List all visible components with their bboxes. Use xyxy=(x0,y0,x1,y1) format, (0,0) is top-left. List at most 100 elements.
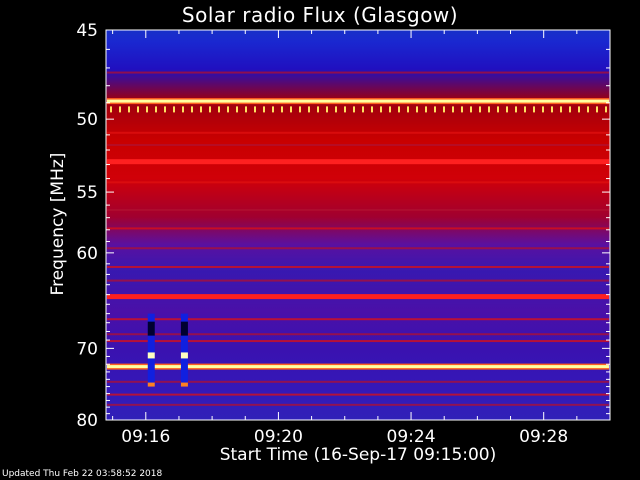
texture-stripe xyxy=(107,208,609,211)
comb-mark xyxy=(605,106,607,113)
comb-mark xyxy=(470,106,472,113)
comb-mark xyxy=(506,106,508,113)
texture-stripe xyxy=(107,333,609,336)
comb-mark xyxy=(272,106,274,113)
comb-mark xyxy=(533,106,535,113)
texture-stripe xyxy=(107,403,609,406)
x-tick-label: 09:24 xyxy=(387,427,436,447)
comb-mark xyxy=(227,106,229,113)
chart-title: Solar radio Flux (Glasgow) xyxy=(181,3,459,27)
burst-tail xyxy=(147,382,155,387)
comb-mark xyxy=(434,106,436,113)
comb-mark xyxy=(479,106,481,113)
comb-mark xyxy=(317,106,319,113)
comb-mark xyxy=(236,106,238,113)
emission-bands xyxy=(107,71,609,406)
comb-mark xyxy=(137,106,139,113)
comb-mark xyxy=(578,106,580,113)
comb-mark xyxy=(119,106,121,113)
comb-mark xyxy=(398,106,400,113)
y-tick-label: 55 xyxy=(76,183,98,203)
comb-mark xyxy=(380,106,382,113)
comb-mark xyxy=(569,106,571,113)
x-axis-label: Start Time (16-Sep-17 09:15:00) xyxy=(219,445,497,465)
updated-timestamp: Updated Thu Feb 22 03:58:52 2018 xyxy=(2,469,163,479)
comb-mark xyxy=(173,106,175,113)
y-tick-label: 70 xyxy=(76,339,98,359)
burst-core xyxy=(147,321,155,336)
texture-stripe xyxy=(107,393,609,396)
y-axis: 45 50 55 60 70 80 xyxy=(76,21,610,431)
x-tick-label: 09:28 xyxy=(519,427,568,447)
comb-mark xyxy=(263,106,265,113)
emission-band xyxy=(107,365,609,369)
texture-stripe xyxy=(107,380,609,383)
comb-mark xyxy=(389,106,391,113)
texture-stripe xyxy=(107,131,609,134)
x-tick-label: 09:16 xyxy=(121,427,170,447)
comb-mark xyxy=(488,106,490,113)
comb-mark xyxy=(515,106,517,113)
comb-mark xyxy=(407,106,409,113)
texture-stripe xyxy=(107,265,609,268)
comb-mark xyxy=(200,106,202,113)
comb-mark xyxy=(128,106,130,113)
comb-mark xyxy=(587,106,589,113)
comb-mark xyxy=(416,106,418,113)
texture-stripe xyxy=(107,71,609,74)
comb-mark xyxy=(110,106,112,113)
y-tick-label: 80 xyxy=(76,411,98,431)
comb-mark xyxy=(596,106,598,113)
y-tick-label: 60 xyxy=(76,244,98,264)
comb-mark xyxy=(344,106,346,113)
burst-column xyxy=(147,313,155,387)
comb-mark xyxy=(299,106,301,113)
comb-mark xyxy=(308,106,310,113)
emission-band xyxy=(107,99,609,103)
texture-stripe xyxy=(107,227,609,230)
burst-core xyxy=(180,321,188,336)
plot-frame xyxy=(105,29,611,421)
comb-mark xyxy=(281,106,283,113)
comb-mark xyxy=(443,106,445,113)
comb-mark xyxy=(497,106,499,113)
x-tick-label: 09:20 xyxy=(254,427,303,447)
comb-mark xyxy=(326,106,328,113)
burst-column xyxy=(180,313,188,387)
comb-mark xyxy=(155,106,157,113)
x-axis: 09:16 09:20 09:24 09:28 xyxy=(112,30,578,447)
texture-stripe xyxy=(107,340,609,343)
plot-background xyxy=(106,30,610,420)
comb-mark xyxy=(164,106,166,113)
comb-mark xyxy=(290,106,292,113)
comb-mark xyxy=(209,106,211,113)
texture-stripe xyxy=(107,318,609,321)
y-tick-label: 45 xyxy=(76,21,98,41)
comb-mark xyxy=(335,106,337,113)
comb-mark xyxy=(245,106,247,113)
comb-mark xyxy=(362,106,364,113)
comb-mark xyxy=(191,106,193,113)
comb-mark xyxy=(461,106,463,113)
bursts xyxy=(147,313,188,387)
comb-mark xyxy=(524,106,526,113)
comb-mark xyxy=(353,106,355,113)
emission-band xyxy=(107,294,609,300)
comb-mark xyxy=(551,106,553,113)
burst-tail xyxy=(180,382,188,387)
texture-stripe xyxy=(107,247,609,250)
comb-mark xyxy=(371,106,373,113)
y-tick-label: 50 xyxy=(76,110,98,130)
comb-mark xyxy=(560,106,562,113)
comb-mark xyxy=(146,106,148,113)
texture-stripe xyxy=(107,279,609,282)
burst-peak xyxy=(147,352,155,359)
burst-peak xyxy=(180,352,188,359)
emission-band xyxy=(107,159,609,165)
comb-mark xyxy=(452,106,454,113)
comb-mark xyxy=(182,106,184,113)
comb-mark xyxy=(254,106,256,113)
comb-mark xyxy=(542,106,544,113)
y-axis-label: Frequency [MHz] xyxy=(48,152,68,296)
